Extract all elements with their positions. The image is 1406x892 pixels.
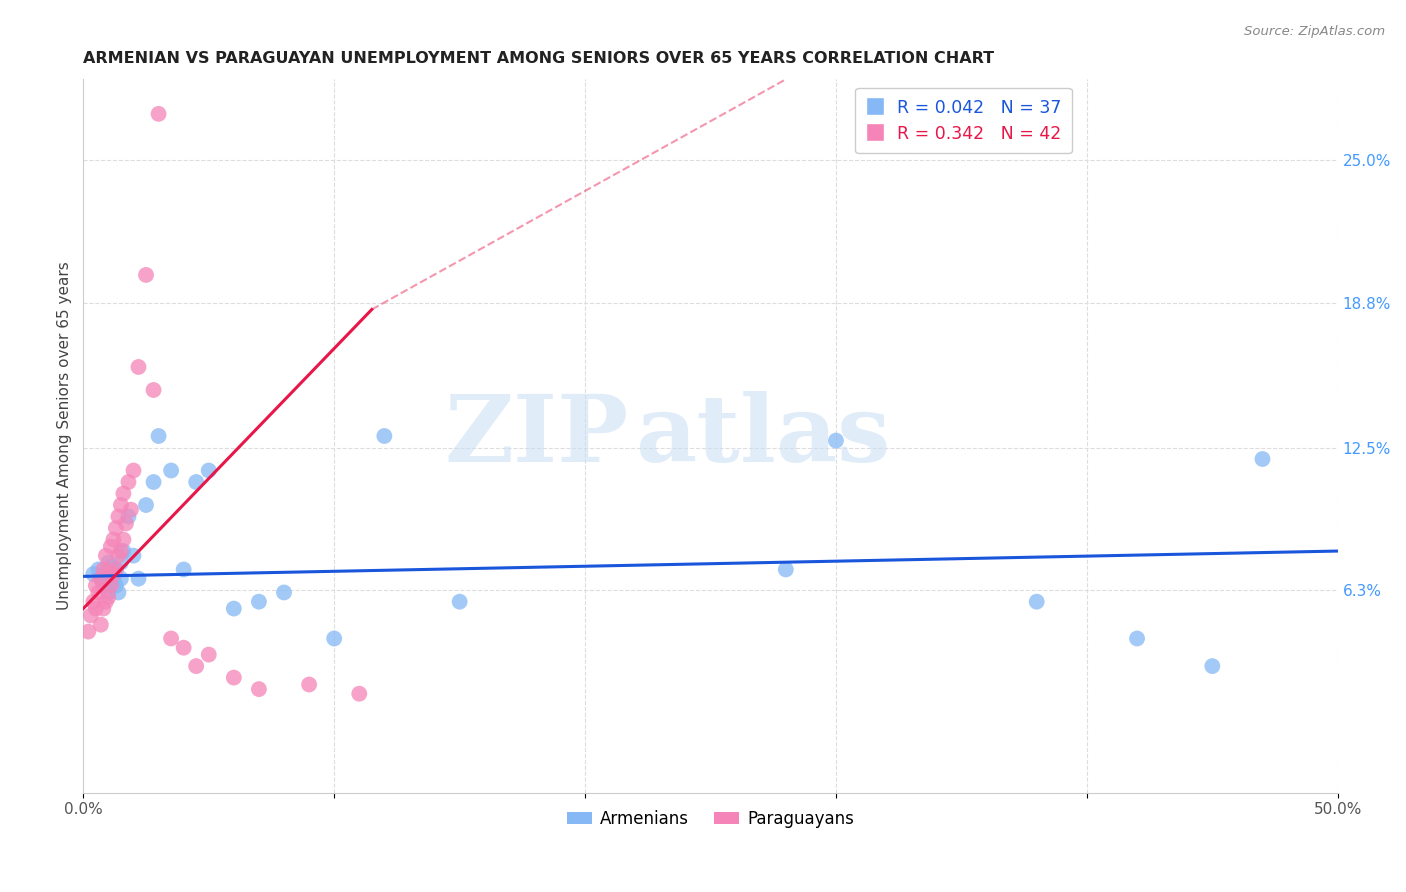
Point bbox=[90, 617, 112, 632]
Point bbox=[120, 502, 142, 516]
Legend: Armenians, Paraguayans: Armenians, Paraguayans bbox=[560, 803, 860, 834]
Point bbox=[1126, 632, 1149, 646]
Point bbox=[112, 533, 135, 547]
Y-axis label: Unemployment Among Seniors over 65 years: Unemployment Among Seniors over 65 years bbox=[58, 261, 72, 610]
Point bbox=[107, 585, 129, 599]
Point bbox=[93, 578, 115, 592]
Point bbox=[148, 107, 170, 121]
Point bbox=[186, 659, 208, 673]
Point bbox=[148, 429, 170, 443]
Point bbox=[107, 509, 129, 524]
Point bbox=[110, 498, 132, 512]
Point bbox=[87, 585, 110, 599]
Point bbox=[104, 562, 127, 576]
Point bbox=[100, 560, 122, 574]
Point bbox=[110, 556, 132, 570]
Point bbox=[103, 567, 125, 582]
Point bbox=[82, 567, 104, 582]
Point bbox=[122, 463, 145, 477]
Text: atlas: atlas bbox=[636, 391, 890, 481]
Point bbox=[117, 509, 139, 524]
Point bbox=[1251, 452, 1274, 467]
Point bbox=[135, 498, 157, 512]
Point bbox=[97, 590, 120, 604]
Point bbox=[103, 572, 125, 586]
Point bbox=[100, 578, 122, 592]
Point bbox=[273, 585, 295, 599]
Text: ZIP: ZIP bbox=[444, 391, 628, 481]
Point bbox=[112, 544, 135, 558]
Point bbox=[84, 578, 107, 592]
Point bbox=[77, 624, 100, 639]
Text: Source: ZipAtlas.com: Source: ZipAtlas.com bbox=[1244, 25, 1385, 38]
Point bbox=[127, 359, 149, 374]
Point bbox=[222, 601, 245, 615]
Point bbox=[825, 434, 848, 448]
Point bbox=[104, 521, 127, 535]
Point bbox=[87, 562, 110, 576]
Point bbox=[117, 475, 139, 489]
Point bbox=[115, 516, 138, 531]
Point bbox=[82, 595, 104, 609]
Point bbox=[97, 585, 120, 599]
Point bbox=[142, 475, 165, 489]
Point bbox=[107, 549, 129, 563]
Point bbox=[1201, 659, 1223, 673]
Point bbox=[1025, 595, 1047, 609]
Point bbox=[222, 671, 245, 685]
Point bbox=[110, 544, 132, 558]
Point bbox=[775, 562, 797, 576]
Point bbox=[349, 687, 371, 701]
Point bbox=[173, 640, 195, 655]
Point bbox=[93, 601, 115, 615]
Point bbox=[122, 549, 145, 563]
Point bbox=[97, 562, 120, 576]
Point bbox=[298, 677, 321, 691]
Point bbox=[247, 682, 270, 697]
Point bbox=[94, 549, 117, 563]
Point bbox=[90, 572, 112, 586]
Point bbox=[84, 601, 107, 615]
Point bbox=[93, 562, 115, 576]
Point bbox=[90, 572, 112, 586]
Text: ARMENIAN VS PARAGUAYAN UNEMPLOYMENT AMONG SENIORS OVER 65 YEARS CORRELATION CHAR: ARMENIAN VS PARAGUAYAN UNEMPLOYMENT AMON… bbox=[83, 51, 994, 66]
Point bbox=[160, 463, 183, 477]
Point bbox=[94, 567, 117, 582]
Point bbox=[142, 383, 165, 397]
Point bbox=[100, 540, 122, 554]
Point bbox=[80, 608, 103, 623]
Point bbox=[247, 595, 270, 609]
Point bbox=[103, 533, 125, 547]
Point bbox=[127, 572, 149, 586]
Point bbox=[104, 578, 127, 592]
Point bbox=[110, 572, 132, 586]
Point bbox=[135, 268, 157, 282]
Point bbox=[197, 648, 219, 662]
Point bbox=[186, 475, 208, 489]
Point bbox=[197, 463, 219, 477]
Point bbox=[173, 562, 195, 576]
Point bbox=[160, 632, 183, 646]
Point bbox=[94, 595, 117, 609]
Point bbox=[97, 556, 120, 570]
Point bbox=[373, 429, 395, 443]
Point bbox=[449, 595, 471, 609]
Point bbox=[323, 632, 346, 646]
Point bbox=[112, 486, 135, 500]
Point bbox=[104, 562, 127, 576]
